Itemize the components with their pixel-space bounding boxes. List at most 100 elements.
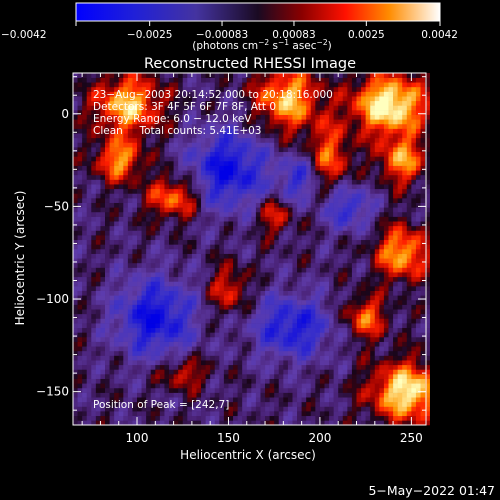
heatmap-cell: [159, 360, 165, 366]
heatmap-cell: [114, 161, 120, 166]
heatmap-cell: [233, 198, 238, 203]
heatmap-cell: [127, 184, 133, 190]
heatmap-cell: [219, 415, 225, 421]
heatmap-cell: [278, 202, 284, 208]
heatmap-cell: [283, 110, 289, 115]
heatmap-cell: [155, 179, 161, 185]
heatmap-cell: [365, 137, 371, 143]
heatmap-cell: [173, 415, 179, 421]
heatmap-cell: [306, 179, 312, 185]
heatmap-cell: [274, 364, 280, 370]
heatmap-cell: [173, 225, 179, 231]
heatmap-cell: [324, 327, 330, 333]
heatmap-cell: [127, 378, 133, 384]
heatmap-cell: [141, 133, 147, 139]
heatmap-cell: [205, 230, 211, 236]
heatmap-cell: [169, 323, 174, 329]
heatmap-cell: [150, 327, 156, 333]
heatmap-cell: [246, 253, 252, 259]
heatmap-cell: [132, 105, 138, 111]
heatmap-cell: [246, 202, 252, 208]
heatmap-cell: [146, 114, 152, 120]
heatmap-cell: [297, 397, 302, 403]
heatmap-cell: [274, 73, 280, 78]
heatmap-cell: [100, 355, 106, 361]
heatmap-cell: [274, 165, 280, 171]
heatmap-cell: [251, 193, 257, 199]
heatmap-cell: [210, 133, 216, 139]
heatmap-cell: [361, 100, 366, 106]
heatmap-cell: [159, 327, 165, 333]
heatmap-cell: [114, 332, 120, 338]
heatmap-cell: [73, 86, 78, 92]
heatmap-cell: [324, 309, 330, 315]
heatmap-cell: [269, 281, 275, 287]
heatmap-cell: [91, 258, 97, 264]
heatmap-cell: [82, 383, 88, 389]
heatmap-cell: [86, 110, 92, 115]
heatmap-cell: [214, 184, 220, 190]
heatmap-cell: [251, 420, 257, 426]
heatmap-cell: [310, 406, 316, 412]
heatmap-cell: [173, 272, 179, 278]
heatmap-cell: [86, 332, 92, 338]
heatmap-cell: [155, 341, 161, 347]
heatmap-cell: [164, 401, 170, 407]
heatmap-cell: [255, 420, 261, 426]
heatmap-cell: [155, 411, 161, 417]
heatmap-cell: [169, 401, 174, 407]
heatmap-cell: [109, 332, 115, 338]
heatmap-cell: [86, 211, 92, 217]
heatmap-cell: [351, 156, 357, 162]
heatmap-cell: [164, 350, 170, 356]
heatmap-cell: [356, 327, 362, 333]
heatmap-cell: [228, 286, 234, 291]
heatmap-cell: [146, 184, 152, 190]
heatmap-cell: [319, 313, 325, 319]
heatmap-cell: [146, 401, 152, 407]
heatmap-cell: [297, 318, 302, 324]
heatmap-cell: [191, 313, 197, 319]
heatmap-cell: [164, 86, 170, 92]
heatmap-cell: [228, 77, 234, 83]
heatmap-cell: [82, 151, 88, 157]
heatmap-cell: [338, 397, 344, 403]
heatmap-cell: [333, 281, 339, 287]
heatmap-cell: [223, 123, 229, 129]
heatmap-cell: [150, 401, 156, 407]
heatmap-cell: [159, 100, 165, 106]
heatmap-cell: [196, 216, 202, 222]
heatmap-cell: [287, 360, 293, 366]
heatmap-cell: [338, 221, 344, 227]
heatmap-cell: [146, 165, 152, 171]
heatmap-cell: [164, 100, 170, 106]
heatmap-cell: [260, 350, 266, 356]
heatmap-cell: [141, 174, 147, 180]
heatmap-cell: [347, 290, 353, 296]
heatmap-cell: [255, 174, 261, 180]
heatmap-cell: [164, 114, 170, 120]
heatmap-cell: [324, 249, 330, 254]
heatmap-cell: [260, 77, 266, 83]
heatmap-cell: [91, 415, 97, 421]
heatmap-cell: [278, 114, 284, 120]
heatmap-cell: [251, 295, 257, 301]
heatmap-cell: [251, 114, 257, 120]
heatmap-cell: [182, 286, 188, 291]
heatmap-cell: [356, 295, 362, 301]
heatmap-cell: [310, 397, 316, 403]
heatmap-cell: [123, 91, 129, 97]
heatmap-cell: [274, 332, 280, 338]
heatmap-cell: [210, 188, 216, 194]
heatmap-cell: [210, 401, 216, 407]
heatmap-cell: [306, 346, 312, 352]
heatmap-cell: [86, 96, 92, 102]
heatmap-cell: [164, 337, 170, 342]
heatmap-cell: [100, 161, 106, 166]
heatmap-cell: [319, 188, 325, 194]
heatmap-cell: [123, 374, 129, 379]
heatmap-cell: [255, 383, 261, 389]
heatmap-cell: [333, 123, 339, 129]
heatmap-cell: [196, 374, 202, 379]
heatmap-cell: [233, 295, 238, 301]
